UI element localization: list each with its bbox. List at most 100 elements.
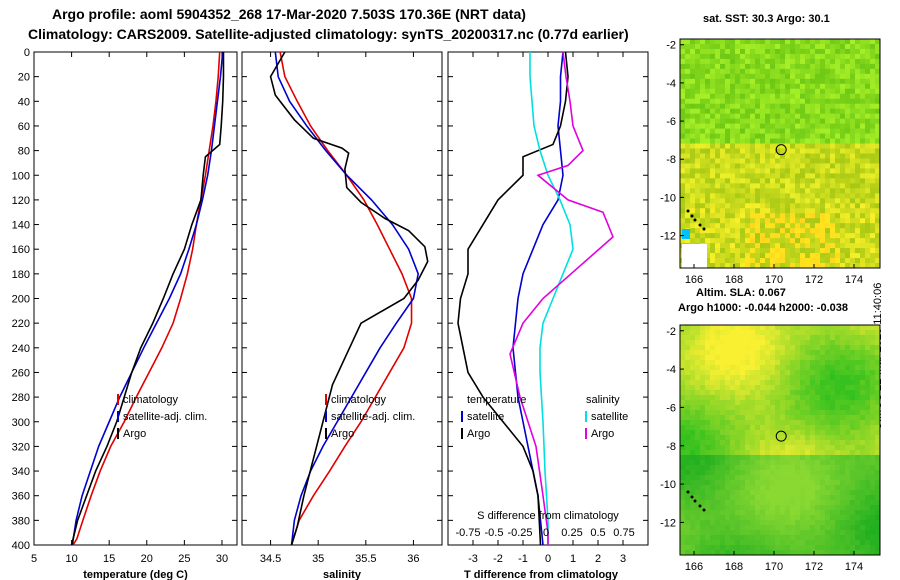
sla-map-cell (700, 440, 706, 446)
sla-map-cell (740, 430, 746, 436)
sla-map-cell (820, 495, 826, 501)
sla-map-cell (830, 475, 836, 481)
sst-map-cell (740, 173, 746, 179)
sst-map-cell (735, 203, 741, 209)
sst-map-cell (685, 63, 691, 70)
sst-map-cell (710, 48, 716, 55)
sst-map-cell (825, 243, 831, 249)
sst-map-cell (840, 148, 846, 154)
sla-map-cell (730, 420, 736, 426)
sst-map-cell (740, 143, 746, 150)
sla-map-cell (805, 420, 811, 426)
sst-map-cell (715, 223, 721, 229)
sla-map-cell (785, 480, 791, 486)
sst-map-cell (820, 108, 826, 115)
sla-map-cell (725, 460, 731, 466)
sst-map-cell (770, 228, 776, 234)
sst-map-cell (760, 53, 766, 60)
sla-map-ytick-label: -12 (660, 517, 676, 529)
sla-map-cell (825, 370, 831, 376)
sla-map-cell (700, 405, 706, 411)
sla-map-cell (775, 465, 781, 471)
sla-map-cell (785, 515, 791, 521)
sla-map-cell (800, 360, 806, 366)
sla-map-cell (735, 375, 741, 381)
depth-tick-label: 300 (12, 417, 30, 429)
sst-map-cell (815, 138, 821, 145)
sla-map-cell (845, 380, 851, 386)
sla-map-cell (780, 365, 786, 371)
sla-map-cell (860, 400, 866, 406)
sla-map-cell (775, 490, 781, 496)
sst-map-cell (835, 153, 841, 159)
sla-map-cell (780, 440, 786, 446)
sla-map-cell (845, 400, 851, 406)
sst-map-cell (705, 83, 711, 90)
sla-map-cell (790, 360, 796, 366)
sla-map-cell (875, 475, 881, 481)
sst-map-cell (855, 213, 861, 219)
sla-map-cell (870, 400, 876, 406)
sla-map-cell (700, 415, 706, 421)
sla-map-cell (870, 360, 876, 366)
sla-map-cell (810, 375, 816, 381)
sst-map-cell (830, 178, 836, 184)
sla-map-cell (800, 370, 806, 376)
sst-map-cell (855, 138, 861, 145)
sla-map-cell (785, 495, 791, 501)
sst-map-cell (790, 173, 796, 179)
sst-map-cell (845, 88, 851, 95)
sla-map-cell (770, 420, 776, 426)
sst-map-cell (700, 118, 706, 125)
sla-map-cell (855, 355, 861, 361)
sst-map-cell (750, 158, 756, 164)
sst-map-cell (780, 113, 786, 120)
sst-map-cell (870, 248, 876, 254)
sla-map-cell (835, 475, 841, 481)
sst-map-cell (780, 73, 786, 80)
sst-map-cell (845, 108, 851, 115)
sla-map-cell (725, 450, 731, 456)
sla-map-cell (755, 520, 761, 526)
sla-map-cell (755, 485, 761, 491)
sla-map-cell (695, 470, 701, 476)
sla-map-cell (755, 350, 761, 356)
sla-map-cell (795, 360, 801, 366)
sla-map-cell (720, 465, 726, 471)
sst-map-cell (755, 143, 761, 150)
sst-map-cell (840, 113, 846, 120)
sst-map-cell (830, 88, 836, 95)
sla-map-cell (845, 395, 851, 401)
sst-map-cell (765, 88, 771, 95)
sst-map-cell (820, 43, 826, 50)
sst-map-cell (825, 163, 831, 169)
sla-map-cell (690, 460, 696, 466)
sla-map-cell (785, 360, 791, 366)
sla-map-cell (875, 350, 881, 356)
sla-map-cell (765, 435, 771, 441)
sla-map-cell (785, 475, 791, 481)
sst-map-cell (730, 108, 736, 115)
sla-map-cell (745, 360, 751, 366)
sla-map-cell (820, 395, 826, 401)
sst-map-cell (730, 133, 736, 140)
sla-map-cell (690, 515, 696, 521)
sst-map-cell (740, 148, 746, 154)
sst-map-cell (755, 198, 761, 204)
sla-map-cell (735, 410, 741, 416)
sst-map-cell (870, 98, 876, 105)
sst-map-cell (740, 43, 746, 50)
sst-map-cell (690, 183, 696, 189)
sla-map-island (686, 490, 690, 494)
sst-map-cell (730, 178, 736, 184)
sla-map-cell (860, 410, 866, 416)
sst-map-cell (830, 203, 836, 209)
sst-map-cell (770, 123, 776, 130)
sla-map-cell (720, 390, 726, 396)
sst-map-cell (725, 113, 731, 120)
sst-map-cell (785, 258, 791, 264)
sst-map-cell (835, 208, 841, 214)
sst-map-cell (680, 148, 686, 154)
sst-map-cell (805, 108, 811, 115)
sst-map-cell (825, 188, 831, 194)
